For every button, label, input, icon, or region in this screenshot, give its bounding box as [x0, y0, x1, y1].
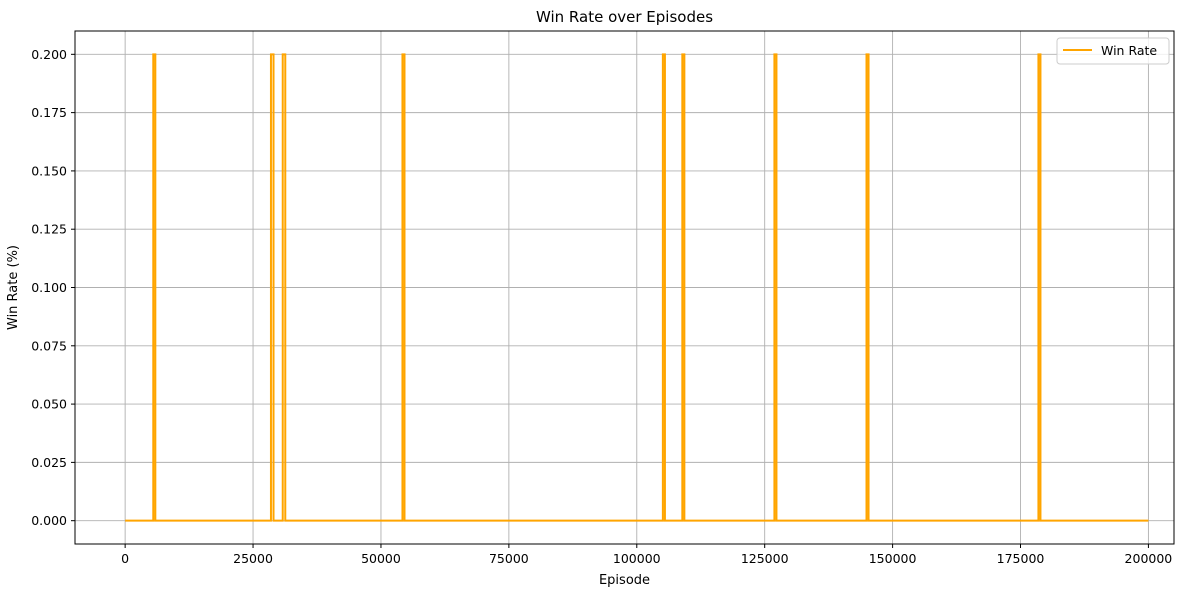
y-tick-label: 0.025 — [31, 455, 67, 470]
y-tick-label: 0.050 — [31, 397, 67, 412]
y-tick-label: 0.000 — [31, 513, 67, 528]
legend-label-win-rate: Win Rate — [1101, 43, 1157, 58]
x-tick-label: 150000 — [869, 551, 917, 566]
x-tick-label: 175000 — [997, 551, 1045, 566]
legend: Win Rate — [1056, 37, 1170, 65]
legend-box — [1056, 37, 1170, 65]
y-axis-label: Win Rate (%) — [6, 245, 21, 330]
y-tick-label: 0.100 — [31, 280, 67, 295]
x-tick-label: 125000 — [741, 551, 789, 566]
series-layer — [125, 53, 1149, 522]
x-axis-label: Episode — [599, 573, 650, 588]
x-tick-label: 50000 — [361, 551, 401, 566]
y-tick-label: 0.075 — [31, 338, 67, 353]
x-tick-label: 100000 — [613, 551, 661, 566]
y-tick-label: 0.175 — [31, 105, 67, 120]
x-tick-label: 200000 — [1125, 551, 1173, 566]
x-tick-label: 75000 — [489, 551, 529, 566]
y-tick-label: 0.125 — [31, 222, 67, 237]
chart-title: Win Rate over Episodes — [536, 8, 713, 26]
y-tick-label: 0.200 — [31, 47, 67, 62]
x-tick-label: 0 — [121, 551, 129, 566]
grid-lines — [75, 31, 1174, 544]
y-tick-label: 0.150 — [31, 163, 67, 178]
series-line-win-rate — [125, 53, 1149, 522]
x-tick-label: 25000 — [233, 551, 273, 566]
axis-ticks: 0 25000 50000 75000 100000 125000 150000 175000… — [31, 47, 1172, 566]
